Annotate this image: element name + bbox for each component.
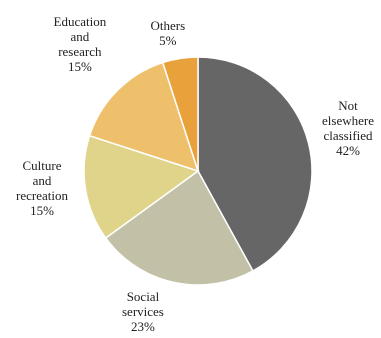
- slice-label-line: research: [58, 44, 102, 59]
- slice-label-line: Not: [338, 98, 358, 113]
- slice-label-line: Social: [126, 289, 160, 304]
- slice-label-line: services: [122, 304, 164, 319]
- slice-label-line: and: [70, 29, 90, 44]
- slice-label-4: Others 5%: [151, 18, 186, 48]
- slice-label-line: recreation: [16, 188, 68, 203]
- slice-label-line: classified: [323, 128, 373, 143]
- slice-percent: 42%: [336, 143, 360, 158]
- pie-slice-1: [104, 169, 254, 286]
- slice-label-line: and: [32, 173, 52, 188]
- slice-percent: 15%: [67, 59, 92, 74]
- slice-label-2: Culture and recreation 15%: [16, 158, 68, 218]
- slice-label-line: Education: [53, 14, 107, 29]
- slice-label-line: Culture: [22, 158, 62, 173]
- slice-percent: 15%: [30, 203, 54, 218]
- slice-percent: 23%: [131, 319, 155, 334]
- slice-label-line: elsewhere: [322, 113, 374, 128]
- pie-slice-0: [197, 56, 313, 272]
- slice-label-1: Social services 23%: [122, 289, 164, 334]
- slice-label-0: Not elsewhere classified 42%: [322, 98, 374, 158]
- pie-slice-2: [83, 134, 200, 240]
- slice-label-line: Others: [150, 18, 186, 33]
- pie-slice-4: [161, 56, 199, 172]
- slice-label-3: Education and research 15%: [54, 14, 107, 74]
- slice-percent: 5%: [159, 33, 177, 48]
